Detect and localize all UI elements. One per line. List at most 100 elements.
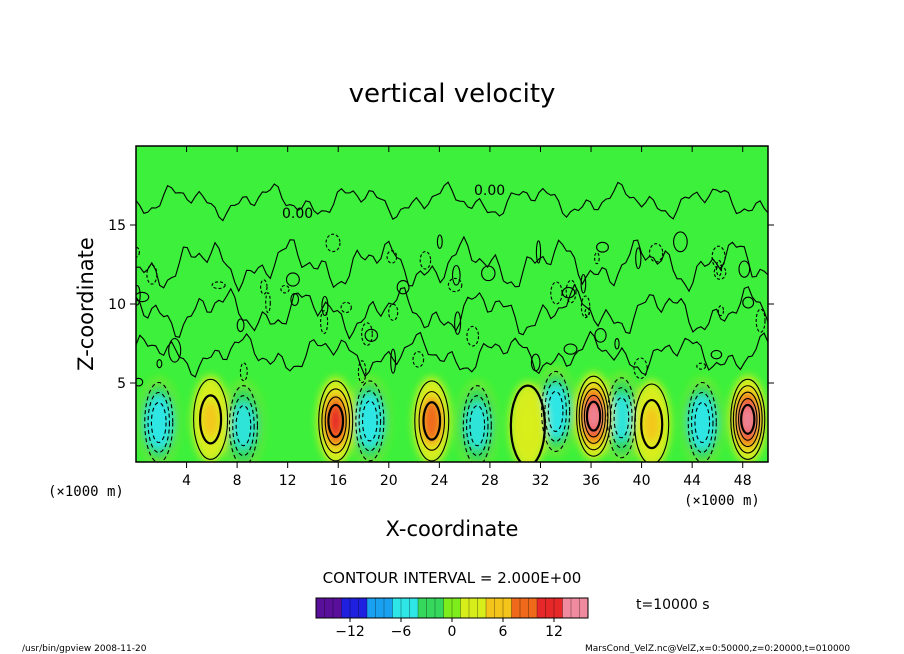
downdraft-contour-0-1 (147, 391, 171, 454)
downdraft-contour-6-1 (691, 391, 714, 454)
x-axis-ticks: 4 8 12 16 20 24 28 32 36 40 44 48 (182, 146, 752, 489)
colorbar: −12 −6 0 6 12 (315, 597, 589, 640)
colorbar-cell-4 (349, 597, 359, 619)
small-contour-15 (290, 292, 300, 307)
downdraft-contour-5-2 (613, 397, 630, 439)
x-unit-left: (×1000 m) (48, 484, 124, 500)
small-contour-11 (236, 318, 245, 333)
small-contour-32 (594, 328, 607, 343)
x-tick-label-4: 20 (380, 473, 398, 489)
updraft-contour-4-1 (578, 382, 609, 451)
updraft-0-band-3 (202, 400, 220, 438)
colorbar-cell-28 (553, 597, 563, 619)
updraft-contour-3-0 (509, 384, 546, 462)
updraft-contour-6-1 (732, 385, 763, 454)
small-contour-19 (711, 245, 726, 269)
x-tick-label-11: 48 (734, 473, 752, 489)
colorbar-cell-30 (570, 597, 580, 619)
updraft-contour-1-2 (324, 396, 347, 446)
footer-left: /usr/bin/gpview 2008-11-20 (22, 644, 147, 654)
updraft-contour-6-3 (738, 397, 758, 441)
colorbar-tick-label-0: −12 (335, 624, 365, 640)
colorbar-cell-22 (502, 597, 512, 619)
updraft-contour-1-0 (318, 380, 354, 462)
small-contour-44 (260, 279, 268, 295)
small-contour-22 (563, 343, 578, 355)
x-tick-label-10: 44 (683, 473, 701, 489)
small-contour-24 (535, 240, 542, 264)
small-contour-23 (696, 362, 707, 370)
downdraft-contour-1-1 (232, 395, 255, 457)
small-contour-5 (565, 279, 577, 304)
small-contour-41 (146, 264, 158, 285)
colorbar-cell-17 (460, 597, 470, 619)
y-tick-label-2: 15 (108, 218, 126, 234)
small-contour-9 (454, 311, 462, 335)
colorbar-tick-label-1: −6 (391, 624, 412, 640)
updraft-contour-4-3 (583, 394, 604, 438)
small-contour-58 (633, 357, 648, 379)
colorbar-cell-11 (409, 597, 419, 619)
small-contour-36 (412, 351, 425, 368)
small-contour-26 (265, 292, 271, 314)
updraft-contour-2-2 (422, 401, 442, 441)
small-contour-53 (388, 303, 399, 321)
updraft-5-band-3 (643, 405, 661, 443)
small-contour-34 (710, 349, 723, 360)
colorbar-cell-7 (375, 597, 385, 619)
updraft-contour-0-0 (193, 378, 229, 460)
colorbar-cell-18 (468, 597, 478, 619)
downdraft-contour-3-1 (466, 395, 489, 457)
colorbar-cell-29 (562, 597, 572, 619)
small-contour-1 (466, 325, 480, 347)
small-contour-13 (419, 251, 432, 270)
updraft-contour-2-0 (414, 380, 450, 462)
colorbar-cell-31 (579, 597, 589, 619)
colorbar-cell-16 (451, 597, 461, 619)
contour-label-upper: 0.00 (474, 183, 505, 199)
chart-title: vertical velocity (349, 79, 556, 109)
small-contour-17 (390, 348, 397, 374)
updraft-1-band-6 (328, 406, 343, 436)
small-contour-39 (280, 284, 290, 294)
small-contour-30 (285, 272, 300, 287)
x-tick-label-3: 16 (329, 473, 347, 489)
contour-layer (136, 181, 768, 462)
small-contour-14 (447, 277, 463, 293)
small-contour-59 (580, 295, 591, 319)
colorbar-ticks: −12 −6 0 6 12 (335, 618, 563, 640)
small-contour-7 (320, 310, 329, 335)
field-layer (137, 366, 767, 462)
updraft-contour-5-1 (640, 398, 664, 450)
plot-area: 0.00 0.00 (135, 145, 769, 463)
small-contour-4 (715, 260, 723, 277)
small-contour-33 (325, 233, 341, 253)
updraft-contour-1-1 (321, 388, 351, 454)
small-contour-29 (673, 231, 688, 253)
small-contour-40 (648, 243, 664, 263)
small-contour-20 (614, 338, 620, 350)
downdraft-contour-4-1 (544, 380, 567, 442)
updraft-contour-4-0 (576, 375, 612, 457)
small-contour-8 (594, 252, 600, 265)
colorbar-cell-25 (528, 597, 538, 619)
updraft-contour-2-1 (418, 391, 446, 451)
small-contour-35 (481, 265, 496, 282)
colorbar-cell-1 (324, 597, 334, 619)
downdraft-contour-4-0 (541, 370, 571, 452)
x-tick-label-1: 8 (233, 473, 242, 489)
colorbar-cell-27 (545, 597, 555, 619)
zero-contour-high (136, 235, 768, 293)
x-tick-label-2: 12 (279, 473, 297, 489)
time-label: t=10000 s (636, 597, 710, 613)
downdraft-contour-6-0 (687, 381, 717, 462)
contour-interval: CONTOUR INTERVAL = 2.000E+00 (323, 569, 582, 587)
updraft-contour-6-0 (730, 378, 766, 460)
downdraft-contour-6-2 (694, 401, 711, 444)
small-contour-3 (580, 273, 587, 294)
field-shading (137, 366, 767, 462)
colorbar-cell-20 (485, 597, 495, 619)
updraft-contour-1-3 (327, 403, 345, 439)
downdraft-contour-2-1 (358, 390, 382, 452)
